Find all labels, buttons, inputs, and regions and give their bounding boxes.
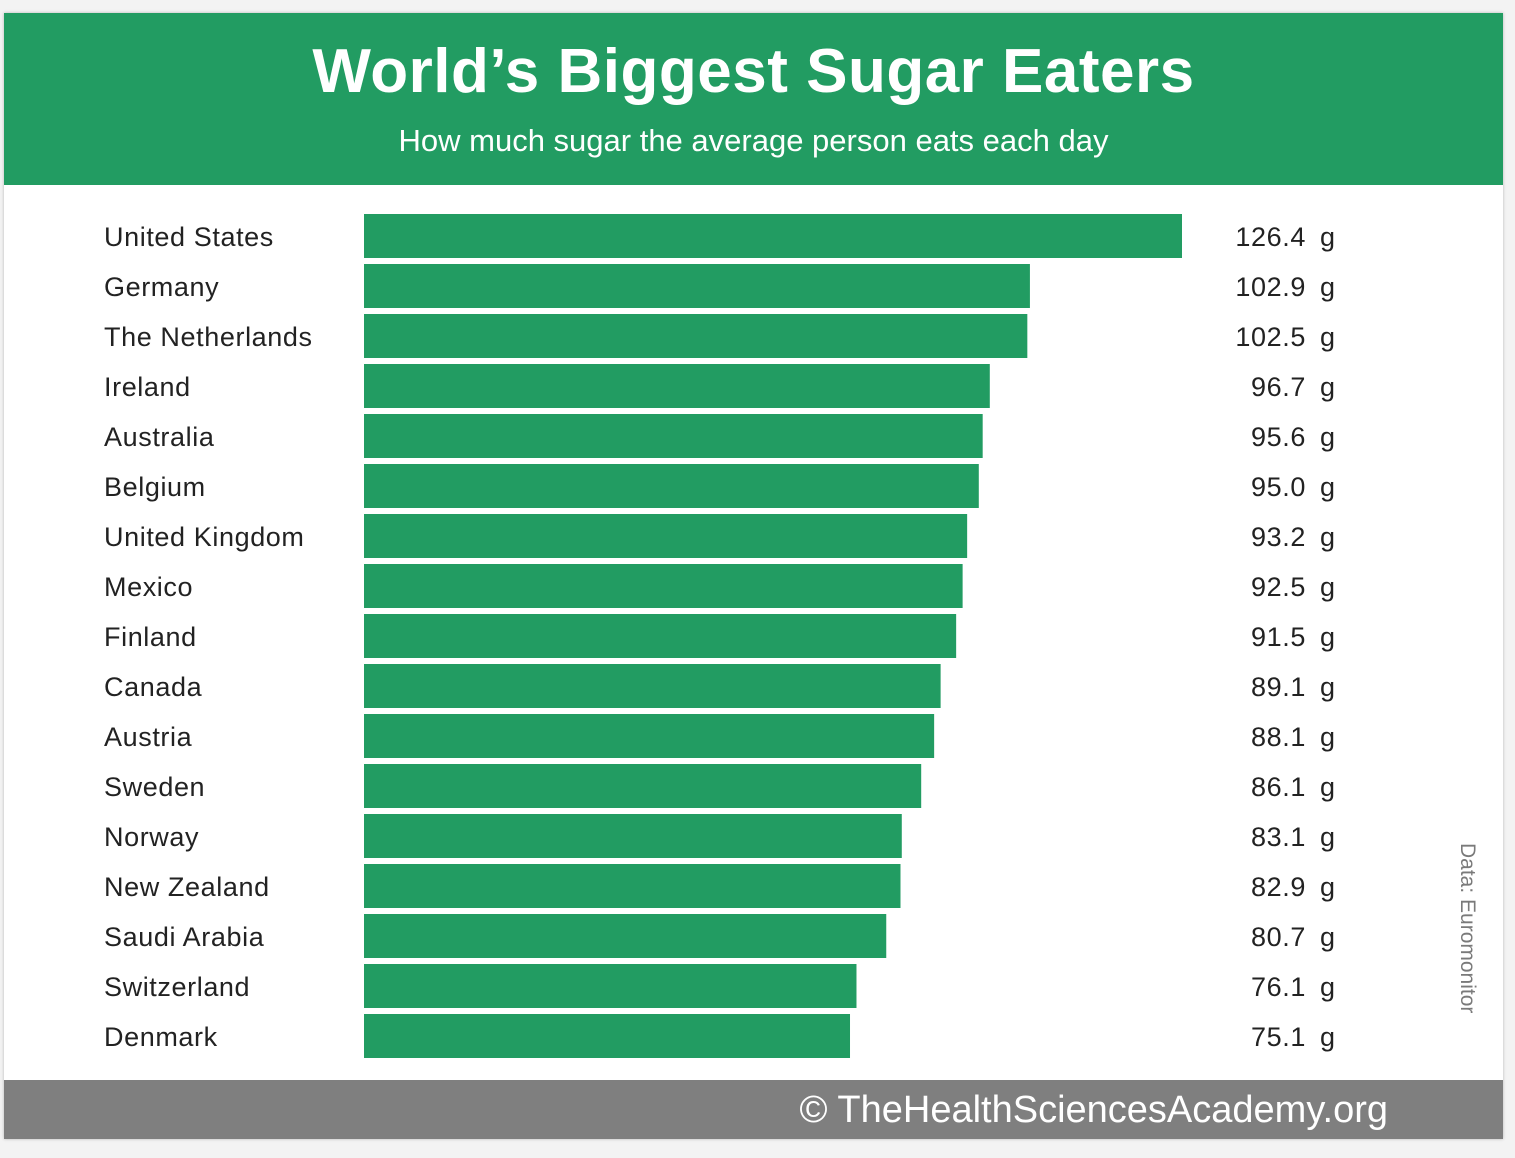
value-unit: g [1320,622,1336,652]
value-unit: g [1320,822,1336,852]
bar [364,314,1028,358]
bar [364,514,968,558]
bar [364,364,990,408]
value-label: 89.1 [1251,672,1306,702]
category-label: Germany [104,272,219,302]
value-unit: g [1320,522,1336,552]
value-label: 102.9 [1235,272,1306,302]
value-label: 82.9 [1251,872,1306,902]
header-banner: World’s Biggest Sugar Eaters How much su… [4,13,1503,185]
value-unit: g [1320,472,1336,502]
value-label: 83.1 [1251,822,1306,852]
bar [364,714,935,758]
category-label: United Kingdom [104,522,305,552]
value-label: 86.1 [1251,772,1306,802]
value-unit: g [1320,272,1336,302]
source-note: Data: Euromonitor [1449,843,1489,1033]
category-label: Canada [104,672,203,702]
source-text: Data: Euromonitor [1456,843,1479,1014]
value-label: 76.1 [1251,972,1306,1002]
category-label: Ireland [104,372,191,402]
footer-banner: © TheHealthSciencesAcademy.org [4,1080,1503,1139]
category-label: Australia [104,422,215,452]
value-label: 80.7 [1251,922,1306,952]
category-label: The Netherlands [104,322,313,352]
bar [364,214,1182,258]
category-label: Switzerland [104,972,250,1002]
footer-credit: © TheHealthSciencesAcademy.org [799,1089,1388,1131]
bar [364,664,941,708]
value-unit: g [1320,972,1336,1002]
bar [364,764,922,808]
bar [364,964,857,1008]
value-unit: g [1320,1022,1336,1052]
category-label: Norway [104,822,199,852]
value-unit: g [1320,422,1336,452]
bar [364,414,983,458]
bar [364,464,979,508]
category-label: Finland [104,622,197,652]
value-label: 95.0 [1251,472,1306,502]
value-unit: g [1320,772,1336,802]
bar [364,1014,851,1058]
bar [364,264,1030,308]
chart-title: World’s Biggest Sugar Eaters [312,37,1195,106]
category-label: Belgium [104,472,206,502]
chart-subtitle: How much sugar the average person eats e… [398,123,1109,158]
category-label: Saudi Arabia [104,922,265,952]
category-label: Denmark [104,1022,218,1052]
infographic-card: World’s Biggest Sugar Eaters How much su… [4,13,1503,1139]
value-unit: g [1320,372,1336,402]
bar [364,564,963,608]
value-label: 75.1 [1251,1022,1306,1052]
value-unit: g [1320,572,1336,602]
value-unit: g [1320,222,1336,252]
value-label: 96.7 [1251,372,1306,402]
value-unit: g [1320,322,1336,352]
bar [364,814,902,858]
bar [364,614,957,658]
category-label: United States [104,222,274,252]
value-label: 88.1 [1251,722,1306,752]
value-label: 126.4 [1235,222,1306,252]
value-label: 92.5 [1251,572,1306,602]
category-label: Austria [104,722,193,752]
value-label: 95.6 [1251,422,1306,452]
value-label: 93.2 [1251,522,1306,552]
value-label: 102.5 [1235,322,1306,352]
category-label: Mexico [104,572,193,602]
category-label: New Zealand [104,872,270,902]
bar [364,864,901,908]
bar-chart: United States 126.4 g Germany 102.9 g The Neth… [104,214,1336,1058]
value-unit: g [1320,922,1336,952]
bar [364,914,887,958]
value-label: 91.5 [1251,622,1306,652]
value-unit: g [1320,672,1336,702]
value-unit: g [1320,722,1336,752]
category-label: Sweden [104,772,205,802]
value-unit: g [1320,872,1336,902]
